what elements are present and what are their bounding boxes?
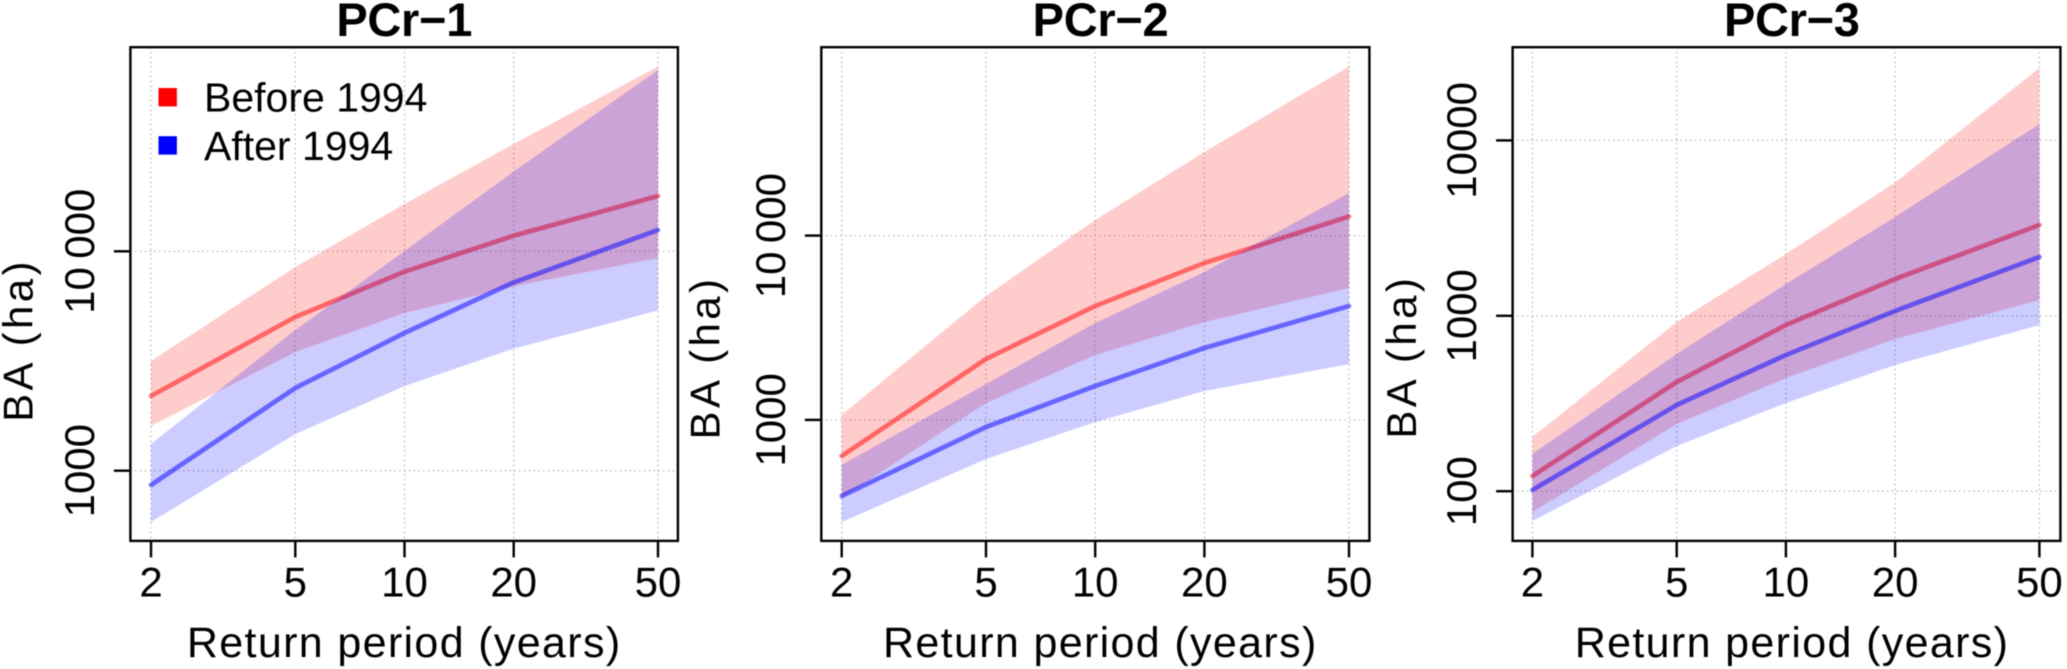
svg-text:2: 2 (139, 559, 162, 606)
svg-text:10: 10 (1763, 559, 1810, 606)
svg-text:50: 50 (635, 559, 682, 606)
svg-text:5: 5 (974, 559, 997, 606)
svg-text:1000: 1000 (747, 373, 794, 466)
svg-text:10 000: 10 000 (56, 189, 103, 314)
svg-text:PCr−1: PCr−1 (336, 0, 472, 46)
svg-text:10000: 10000 (1438, 82, 1485, 199)
svg-text:20: 20 (490, 559, 537, 606)
svg-text:Return period (years): Return period (years) (883, 619, 1318, 667)
svg-text:Return period (years): Return period (years) (187, 619, 622, 667)
svg-text:2: 2 (1521, 559, 1544, 606)
svg-text:Return period (years): Return period (years) (1575, 619, 2010, 667)
svg-text:20: 20 (1181, 559, 1228, 606)
svg-text:BA (ha): BA (ha) (1378, 275, 1425, 439)
svg-text:50: 50 (1326, 559, 1373, 606)
svg-text:After 1994: After 1994 (204, 123, 393, 169)
svg-text:1000: 1000 (1438, 269, 1485, 362)
svg-text:BA (ha): BA (ha) (682, 276, 729, 440)
svg-text:10: 10 (381, 559, 428, 606)
svg-text:PCr−3: PCr−3 (1724, 0, 1860, 46)
svg-text:1000: 1000 (56, 424, 103, 517)
svg-text:5: 5 (284, 559, 307, 606)
svg-text:10: 10 (1072, 559, 1119, 606)
svg-text:20: 20 (1872, 559, 1919, 606)
svg-text:PCr−2: PCr−2 (1033, 0, 1169, 46)
svg-text:100: 100 (1438, 456, 1485, 526)
svg-text:BA (ha): BA (ha) (0, 258, 41, 422)
svg-text:Before 1994: Before 1994 (204, 75, 427, 121)
svg-text:50: 50 (2016, 559, 2063, 606)
svg-text:2: 2 (830, 559, 853, 606)
svg-text:10 000: 10 000 (747, 173, 794, 298)
svg-text:5: 5 (1665, 559, 1688, 606)
